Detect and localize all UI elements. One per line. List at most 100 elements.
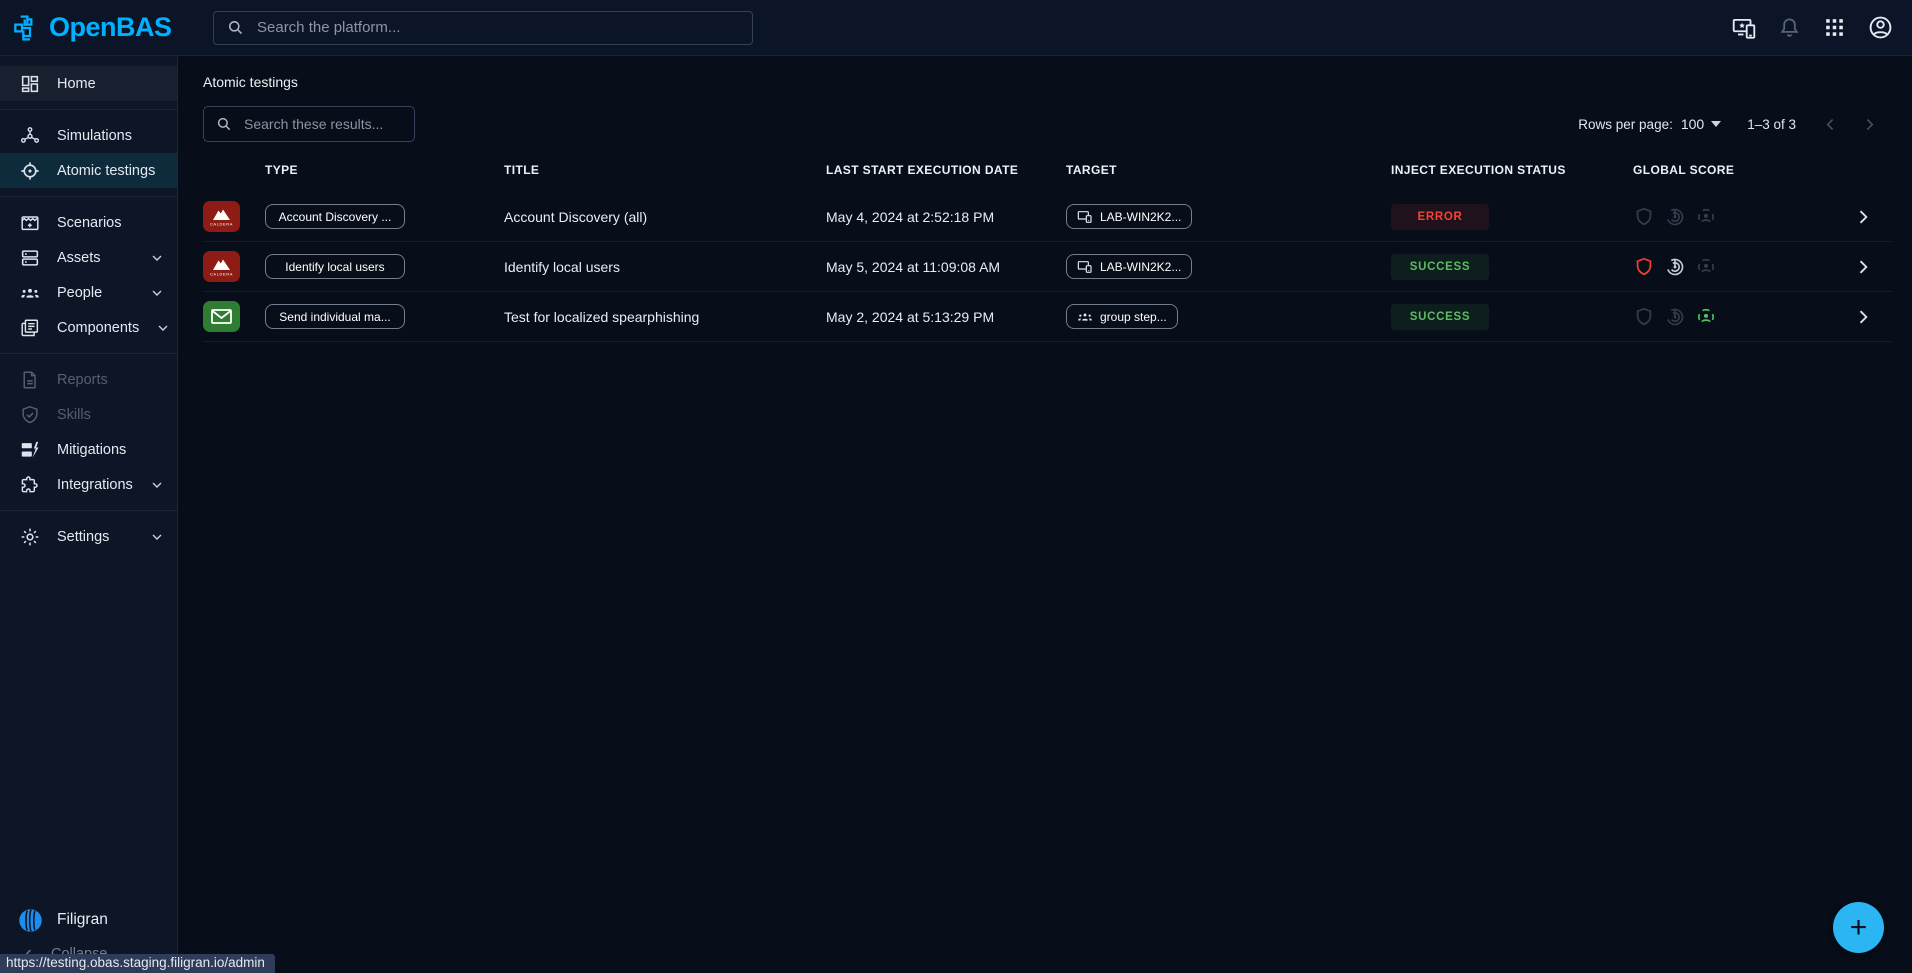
- sidebar-item-label: Components: [57, 319, 140, 336]
- sidebar-item-assets[interactable]: Assets: [0, 240, 177, 275]
- target-chip[interactable]: LAB-WIN2K2...: [1066, 254, 1193, 279]
- sidebar-item-simulations[interactable]: Simulations: [0, 118, 177, 153]
- openbas-logo[interactable]: OpenBAS: [0, 12, 178, 44]
- sidebar-item-people[interactable]: People: [0, 275, 177, 310]
- sidebar-item-components[interactable]: Components: [0, 310, 177, 345]
- rows-per-page-value: 100: [1680, 116, 1705, 132]
- groups-icon: [1077, 310, 1093, 324]
- cast-education-icon[interactable]: [1731, 15, 1757, 41]
- track-changes-score-icon: [1664, 206, 1686, 228]
- sensor-occupied-score-icon: [1695, 306, 1717, 328]
- chevron-down-icon: [149, 250, 165, 266]
- shield-score-icon: [1633, 206, 1655, 228]
- sidebar-divider: [0, 510, 177, 511]
- row-title: Identify local users: [504, 258, 620, 275]
- column-header-target[interactable]: TARGET: [1066, 163, 1117, 177]
- track-changes-score-icon: [1664, 306, 1686, 328]
- report-icon: [19, 369, 41, 391]
- scenario-icon: [19, 212, 41, 234]
- table-row[interactable]: Send individual ma... Test for localized…: [203, 292, 1892, 342]
- shield-score-icon: [1633, 256, 1655, 278]
- column-header-score[interactable]: GLOBAL SCORE: [1633, 163, 1735, 177]
- target-chip[interactable]: group step...: [1066, 304, 1178, 329]
- groups-icon: [19, 282, 41, 304]
- sidebar-divider: [0, 196, 177, 197]
- results-search-input[interactable]: [242, 115, 403, 133]
- account-circle-icon[interactable]: [1867, 14, 1894, 41]
- status-badge: ERROR: [1391, 203, 1489, 230]
- chevron-right-icon[interactable]: [1853, 207, 1873, 227]
- breadcrumb: Atomic testings: [203, 74, 298, 90]
- plus-icon: +: [1849, 910, 1868, 944]
- row-date: May 2, 2024 at 5:13:29 PM: [826, 308, 995, 325]
- column-header-title[interactable]: TITLE: [504, 163, 540, 177]
- pagination-controls: Rows per page: 100 1–3 of 3: [1578, 116, 1878, 133]
- filigran-link[interactable]: Filigran: [0, 899, 177, 941]
- endpoint-devices-icon: [1077, 210, 1093, 224]
- pager: [1822, 116, 1878, 133]
- sidebar-item-label: Assets: [57, 249, 101, 266]
- results-search[interactable]: [203, 106, 415, 142]
- sidebar: Home Simulations Atomic testings: [0, 56, 178, 973]
- sidebar-item-scenarios[interactable]: Scenarios: [0, 205, 177, 240]
- platform-search-input[interactable]: [255, 18, 740, 37]
- dynamic-form-icon: [19, 439, 41, 461]
- svg-text:CALDERA: CALDERA: [210, 222, 233, 227]
- chevron-down-icon: [149, 529, 165, 545]
- endpoint-devices-icon: [1077, 260, 1093, 274]
- caldera-icon: CALDERA: [203, 251, 265, 282]
- sidebar-divider: [0, 353, 177, 354]
- bell-icon[interactable]: [1777, 15, 1802, 40]
- inject-type-chip[interactable]: Identify local users: [265, 254, 405, 279]
- row-title: Test for localized spearphishing: [504, 308, 700, 325]
- list-controls: Rows per page: 100 1–3 of 3: [203, 106, 1892, 142]
- platform-search[interactable]: [213, 10, 753, 45]
- filigran-logo-icon: [17, 907, 44, 934]
- sidebar-divider: [0, 109, 177, 110]
- column-header-type[interactable]: TYPE: [265, 163, 298, 177]
- target-label: LAB-WIN2K2...: [1100, 209, 1182, 224]
- global-score: [1633, 256, 1851, 278]
- filigran-label: Filigran: [57, 911, 108, 928]
- add-atomic-testing-button[interactable]: +: [1833, 902, 1884, 953]
- target-label: group step...: [1100, 309, 1167, 324]
- chevron-right-icon[interactable]: [1853, 307, 1873, 327]
- chevron-right-icon[interactable]: [1853, 257, 1873, 277]
- column-header-status[interactable]: INJECT EXECUTION STATUS: [1391, 163, 1566, 177]
- dns-icon: [19, 247, 41, 269]
- rows-per-page-select[interactable]: 100: [1680, 116, 1722, 132]
- previous-page-button[interactable]: [1822, 116, 1839, 133]
- chevron-down-icon: [155, 320, 171, 336]
- atomic-testings-table: TYPE TITLE LAST START EXECUTION DATE TAR…: [203, 148, 1892, 342]
- rows-per-page: Rows per page: 100: [1578, 116, 1722, 132]
- sidebar-item-label: Home: [57, 75, 96, 92]
- target-chip[interactable]: LAB-WIN2K2...: [1066, 204, 1193, 229]
- sidebar-item-label: People: [57, 284, 103, 301]
- inject-type-chip[interactable]: Send individual ma...: [265, 304, 405, 329]
- target-icon: [19, 160, 41, 182]
- hub-icon: [19, 125, 41, 147]
- svg-text:CALDERA: CALDERA: [210, 272, 233, 277]
- table-row[interactable]: CALDERA Account Discovery ... Account Di…: [203, 192, 1892, 242]
- sidebar-item-settings[interactable]: Settings: [0, 519, 177, 554]
- next-page-button[interactable]: [1861, 116, 1878, 133]
- global-score: [1633, 206, 1851, 228]
- column-header-date[interactable]: LAST START EXECUTION DATE: [826, 163, 1019, 177]
- sidebar-item-home[interactable]: Home: [0, 66, 177, 101]
- table-header: TYPE TITLE LAST START EXECUTION DATE TAR…: [203, 148, 1892, 192]
- apps-grid-icon[interactable]: [1822, 15, 1847, 40]
- chevron-down-icon: [149, 477, 165, 493]
- sidebar-item-label: Atomic testings: [57, 162, 156, 179]
- sidebar-item-atomic-testings[interactable]: Atomic testings: [0, 153, 177, 188]
- pagination-range: 1–3 of 3: [1747, 116, 1796, 132]
- table-row[interactable]: CALDERA Identify local users Identify lo…: [203, 242, 1892, 292]
- inject-type-chip[interactable]: Account Discovery ...: [265, 204, 405, 229]
- browser-status-url: https://testing.obas.staging.filigran.io…: [0, 954, 275, 973]
- sidebar-item-skills[interactable]: Skills: [0, 397, 177, 432]
- sidebar-item-mitigations[interactable]: Mitigations: [0, 432, 177, 467]
- openbas-logo-text: OpenBAS: [49, 12, 172, 42]
- topbar-actions: [1731, 14, 1912, 41]
- search-icon: [215, 115, 233, 133]
- sidebar-item-integrations[interactable]: Integrations: [0, 467, 177, 502]
- sidebar-item-reports[interactable]: Reports: [0, 362, 177, 397]
